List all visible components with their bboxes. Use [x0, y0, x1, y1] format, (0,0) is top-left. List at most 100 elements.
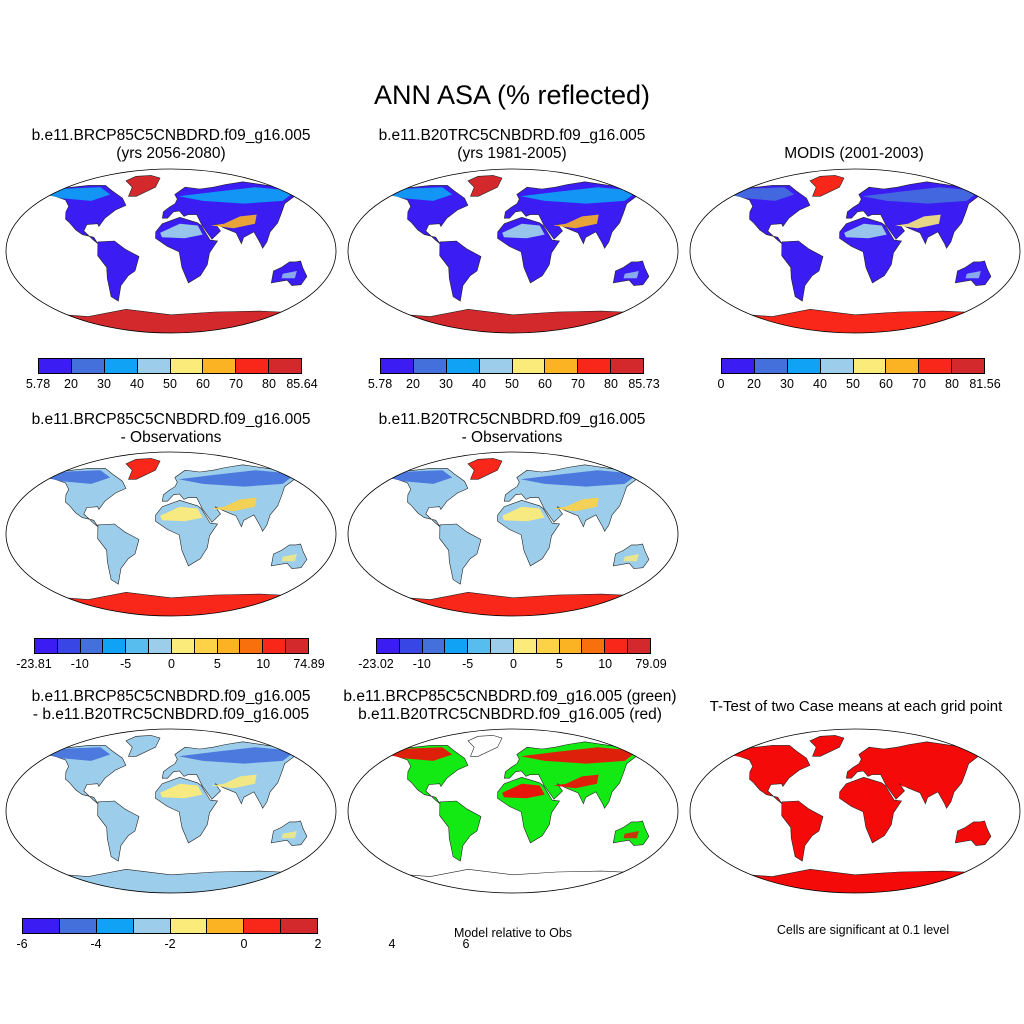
panel-4-title-line2: - Observations	[120, 429, 222, 446]
continent-antarctica	[41, 591, 301, 616]
colorbar-swatch	[582, 639, 606, 653]
continent-greenland	[809, 175, 845, 197]
panel-4-title-line1: b.e11.BRCP85C5CNBDRD.f09_g16.005	[31, 411, 311, 428]
map-land-group	[383, 175, 650, 333]
colorbar-swatch	[628, 639, 650, 653]
panel-5-colorbar	[376, 638, 651, 654]
continent-south-america	[439, 240, 482, 302]
colorbar-swatch	[281, 919, 317, 933]
colorbar-swatch	[149, 639, 172, 653]
panel-1-colorbar	[38, 358, 302, 374]
colorbar-tick-label: -5	[462, 657, 474, 671]
region-central-asia	[553, 214, 599, 229]
region-eurasia-north	[520, 747, 638, 764]
region-australia-interior	[965, 831, 981, 839]
colorbar-swatch	[203, 359, 237, 373]
panel-2-title-line2: (yrs 1981-2005)	[457, 145, 567, 162]
colorbar-swatch	[103, 639, 127, 653]
map-land-group	[383, 458, 650, 616]
colorbar-swatch	[381, 359, 414, 373]
colorbar-swatch	[96, 919, 134, 933]
continent-north-america	[728, 185, 811, 244]
colorbar-tick-label: 70	[912, 377, 926, 391]
region-sahara	[160, 506, 203, 522]
continent-south-america	[439, 523, 482, 585]
colorbar-tick-label: 60	[879, 377, 893, 391]
colorbar-swatch	[194, 639, 218, 653]
panel-3-colorbar	[721, 358, 985, 374]
continent-north-america	[44, 468, 127, 527]
region-north-america-north	[729, 747, 795, 761]
map-outline	[347, 168, 679, 334]
continent-north-america	[386, 185, 469, 244]
panel-2-map	[347, 168, 679, 334]
panel-6-title-line2: - b.e11.B20TRC5CNBDRD.f09_g16.005	[32, 706, 310, 723]
panel-8-title: T-Test of two Case means at each grid po…	[688, 698, 1024, 716]
colorbar-swatch	[399, 639, 423, 653]
continent-greenland	[125, 735, 161, 757]
region-australia-interior	[623, 271, 639, 279]
panel-2-colorbar	[380, 358, 644, 374]
panel-1-map	[5, 168, 337, 334]
colorbar-tick-label: 70	[229, 377, 243, 391]
region-sahara	[844, 223, 887, 239]
colorbar-tick-label: 80	[945, 377, 959, 391]
colorbar-swatch	[513, 639, 537, 653]
colorbar-swatch	[754, 359, 788, 373]
colorbar-tick-label: 0	[510, 657, 517, 671]
map-land-group	[725, 175, 992, 333]
continent-north-america	[386, 468, 469, 527]
region-central-asia	[553, 774, 599, 789]
colorbar-swatch	[446, 359, 480, 373]
panel-3-title: MODIS (2001-2003)	[684, 145, 1024, 163]
panel-6-colorbar-ticks: -6 -4 -2 0 2 4 6	[16, 937, 469, 953]
continent-greenland	[467, 735, 503, 757]
colorbar-tick-label: 2	[314, 937, 322, 951]
colorbar-swatch	[377, 639, 400, 653]
colorbar-swatch	[722, 359, 755, 373]
map-land-group	[41, 458, 308, 616]
colorbar-swatch	[445, 639, 469, 653]
region-central-asia	[211, 214, 257, 229]
colorbar-tick-label: 0	[717, 377, 725, 391]
map-land-group	[725, 735, 992, 893]
colorbar-swatch	[853, 359, 887, 373]
region-north-america-north	[45, 187, 111, 201]
colorbar-swatch	[137, 359, 171, 373]
colorbar-tick-label: -23.02	[358, 657, 394, 671]
colorbar-swatch	[263, 639, 287, 653]
colorbar-swatch	[536, 639, 560, 653]
panel-5-title-line1: b.e11.B20TRC5CNBDRD.f09_g16.005	[378, 411, 646, 428]
continent-south-america	[781, 240, 824, 302]
map-outline	[347, 728, 679, 894]
colorbar-swatch	[269, 359, 301, 373]
panel-4-map	[5, 451, 337, 617]
colorbar-tick-label: 5.78	[367, 377, 393, 391]
region-north-america-north	[45, 747, 111, 761]
continent-greenland	[809, 735, 845, 757]
region-sahara	[844, 783, 887, 799]
colorbar-swatch	[605, 639, 629, 653]
colorbar-tick-label: 40	[813, 377, 827, 391]
region-sahara	[502, 506, 545, 522]
panel-1-title-line1: b.e11.BRCP85C5CNBDRD.f09_g16.005	[31, 127, 311, 144]
panel-8-note: Cells are significant at 0.1 level	[776, 923, 950, 937]
continent-greenland	[467, 458, 503, 480]
map-outline	[5, 451, 337, 617]
colorbar-tick-label: 20	[747, 377, 761, 391]
colorbar-tick-label: -10	[70, 657, 89, 671]
continent-greenland	[125, 175, 161, 197]
colorbar-tick-label: 81.56	[969, 377, 1001, 391]
region-eurasia-north	[862, 747, 980, 764]
region-australia-interior	[281, 831, 297, 839]
colorbar-swatch	[80, 639, 104, 653]
continent-south-america	[781, 800, 824, 862]
colorbar-swatch	[286, 639, 308, 653]
region-sahara	[502, 783, 545, 799]
continent-greenland	[125, 458, 161, 480]
colorbar-tick-label: 50	[163, 377, 177, 391]
region-australia-interior	[965, 271, 981, 279]
colorbar-tick-label: -4	[90, 937, 102, 951]
colorbar-tick-label: 6	[462, 937, 470, 951]
region-north-america-north	[387, 747, 453, 761]
